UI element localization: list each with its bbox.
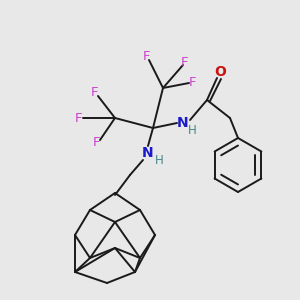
Text: H: H [188, 124, 196, 137]
Text: F: F [91, 86, 99, 100]
Text: H: H [154, 154, 164, 167]
Text: N: N [142, 146, 154, 160]
Text: F: F [75, 112, 83, 124]
Text: O: O [214, 65, 226, 79]
Text: N: N [177, 116, 189, 130]
Text: F: F [143, 50, 151, 64]
Text: F: F [92, 136, 100, 149]
Text: F: F [189, 76, 197, 89]
Text: F: F [181, 56, 189, 68]
